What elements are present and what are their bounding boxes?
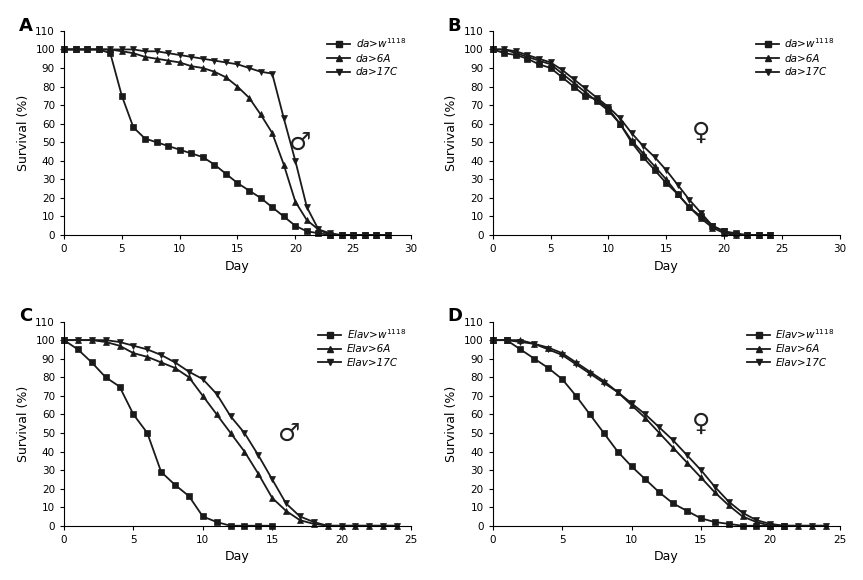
Legend: Elav>w$^{1118}$, Elav>6A, Elav>17C: Elav>w$^{1118}$, Elav>6A, Elav>17C bbox=[317, 325, 408, 370]
X-axis label: Day: Day bbox=[654, 550, 678, 563]
X-axis label: Day: Day bbox=[225, 260, 250, 273]
Text: ♂: ♂ bbox=[289, 131, 312, 155]
Text: ♀: ♀ bbox=[692, 412, 710, 436]
Y-axis label: Survival (%): Survival (%) bbox=[16, 95, 29, 171]
Text: C: C bbox=[19, 307, 32, 325]
Text: ♂: ♂ bbox=[279, 422, 300, 446]
X-axis label: Day: Day bbox=[654, 260, 678, 273]
X-axis label: Day: Day bbox=[225, 550, 250, 563]
Legend: da>w$^{1118}$, da>6A, da>17C: da>w$^{1118}$, da>6A, da>17C bbox=[325, 34, 408, 79]
Text: ♀: ♀ bbox=[692, 121, 710, 145]
Legend: da>w$^{1118}$, da>6A, da>17C: da>w$^{1118}$, da>6A, da>17C bbox=[754, 34, 836, 79]
Y-axis label: Survival (%): Survival (%) bbox=[16, 386, 29, 462]
Legend: Elav>w$^{1118}$, Elav>6A, Elav>17C: Elav>w$^{1118}$, Elav>6A, Elav>17C bbox=[745, 325, 836, 370]
Y-axis label: Survival (%): Survival (%) bbox=[445, 386, 458, 462]
Text: B: B bbox=[448, 17, 461, 35]
Y-axis label: Survival (%): Survival (%) bbox=[445, 95, 458, 171]
Text: A: A bbox=[19, 17, 33, 35]
Text: D: D bbox=[448, 307, 463, 325]
